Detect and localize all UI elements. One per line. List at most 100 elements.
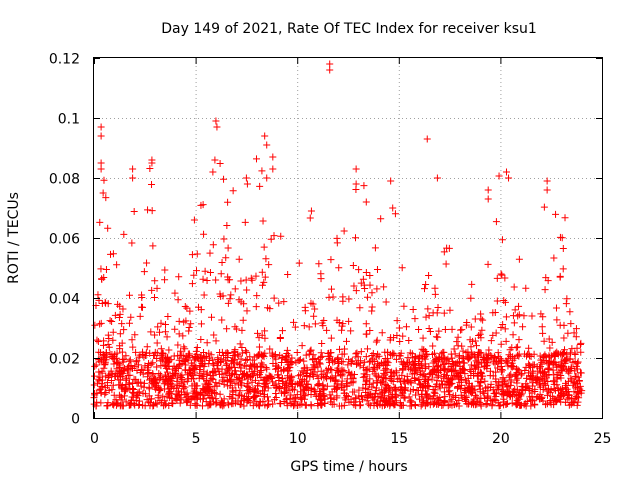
data-point: [484, 260, 492, 268]
data-point: [493, 297, 501, 305]
data-point: [219, 292, 227, 300]
data-point: [426, 401, 434, 409]
data-point: [461, 384, 469, 392]
data-point: [251, 376, 259, 384]
data-point: [491, 360, 499, 368]
data-point: [212, 337, 220, 345]
data-point: [458, 381, 466, 389]
data-point: [493, 274, 501, 282]
data-point: [478, 326, 486, 334]
data-point: [244, 371, 252, 379]
data-point: [283, 346, 291, 354]
data-point: [491, 390, 499, 398]
data-point: [132, 358, 140, 366]
data-point: [244, 397, 252, 405]
data-point: [145, 385, 153, 393]
data-point: [440, 309, 448, 317]
x-tick-label: 25: [594, 431, 612, 447]
data-point: [560, 334, 568, 342]
data-point: [272, 389, 280, 397]
data-point: [392, 387, 400, 395]
data-point: [131, 331, 139, 339]
data-point: [272, 393, 280, 401]
data-point: [434, 396, 442, 404]
data-point: [529, 397, 537, 405]
data-point: [497, 270, 505, 278]
data-point: [108, 351, 116, 359]
data-point: [242, 174, 250, 182]
data-point: [400, 386, 408, 394]
data-point: [120, 230, 128, 238]
data-point: [453, 384, 461, 392]
data-point: [510, 283, 518, 291]
data-point: [238, 326, 246, 334]
data-point: [193, 250, 201, 258]
data-point: [569, 381, 577, 389]
data-point: [179, 332, 187, 340]
data-point: [364, 293, 372, 301]
grid-layer: [94, 58, 602, 418]
data-point: [118, 320, 126, 328]
data-point: [424, 305, 432, 313]
data-point: [259, 281, 267, 289]
data-point: [102, 194, 110, 202]
data-point: [387, 177, 395, 185]
data-point: [133, 379, 141, 387]
data-point: [531, 388, 539, 396]
data-point: [335, 318, 343, 326]
data-point: [433, 377, 441, 385]
data-point: [222, 369, 230, 377]
data-point: [350, 388, 358, 396]
data-point: [577, 348, 585, 356]
data-point: [509, 331, 517, 339]
data-point: [175, 317, 183, 325]
data-point: [331, 377, 339, 385]
data-point: [200, 230, 208, 238]
data-point: [417, 361, 425, 369]
data-point: [287, 391, 295, 399]
data-point: [442, 260, 450, 268]
data-point: [428, 351, 436, 359]
data-point: [431, 284, 439, 292]
data-point: [264, 304, 272, 312]
data-point: [489, 397, 497, 405]
data-point: [362, 330, 370, 338]
data-point: [553, 381, 561, 389]
data-point: [551, 358, 559, 366]
data-point: [290, 318, 298, 326]
data-point: [172, 390, 180, 398]
data-point: [227, 357, 235, 365]
data-point: [148, 181, 156, 189]
data-point: [462, 376, 470, 384]
data-point: [163, 368, 171, 376]
data-point: [362, 353, 370, 361]
data-point: [454, 333, 462, 341]
data-point: [159, 349, 167, 357]
data-point: [105, 343, 113, 351]
data-point: [425, 363, 433, 371]
data-point: [176, 394, 184, 402]
data-point: [218, 316, 226, 324]
data-point: [352, 287, 360, 295]
data-point: [492, 389, 500, 397]
data-point: [402, 323, 410, 331]
data-point: [349, 375, 357, 383]
data-point: [327, 256, 335, 264]
data-point: [435, 327, 443, 335]
data-point: [573, 380, 581, 388]
data-point: [91, 391, 99, 399]
data-point: [155, 386, 163, 394]
data-point: [146, 164, 154, 172]
data-point: [263, 174, 271, 182]
data-point: [426, 328, 434, 336]
data-point: [445, 381, 453, 389]
x-axis-title: GPS time / hours: [290, 459, 407, 475]
data-point: [229, 187, 237, 195]
data-points: [90, 60, 586, 410]
data-point: [99, 341, 107, 349]
data-point: [537, 310, 545, 318]
data-point: [225, 365, 233, 373]
data-point: [441, 325, 449, 333]
data-point: [318, 339, 326, 347]
data-point: [448, 354, 456, 362]
